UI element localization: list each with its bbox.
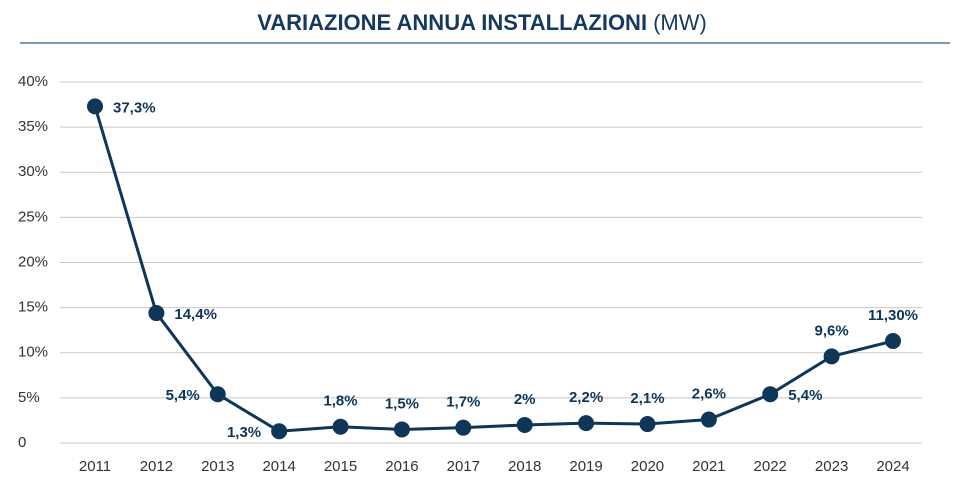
x-tick-label: 2020: [631, 458, 664, 475]
value-label: 5,4%: [788, 387, 822, 404]
value-label: 1,8%: [323, 393, 357, 410]
point: [393, 421, 410, 438]
x-tick-label: 2013: [201, 458, 234, 475]
point: [148, 305, 165, 322]
value-label: 37,3%: [113, 99, 156, 116]
value-label: 2,6%: [692, 386, 726, 403]
x-tick-label: 2018: [508, 458, 541, 475]
value-label: 2,1%: [630, 390, 664, 407]
value-label: 1,7%: [446, 394, 480, 411]
x-tick-label: 2016: [385, 458, 418, 475]
y-tick-label: 10%: [18, 344, 48, 361]
point: [885, 333, 901, 350]
value-label: 11,30%: [868, 307, 918, 324]
point: [209, 386, 226, 403]
value-label: 5,4%: [166, 387, 200, 404]
chart-title: VARIAZIONE ANNUA INSTALLAZIONI: [257, 10, 647, 35]
point: [823, 348, 840, 365]
y-tick-label: 20%: [18, 253, 48, 270]
value-label: 2,2%: [569, 389, 603, 406]
x-tick-label: 2019: [569, 458, 602, 475]
point: [578, 415, 595, 432]
x-tick-label: 2012: [140, 458, 173, 475]
x-tick-label: 2015: [324, 458, 357, 475]
x-tick-label: 2023: [815, 458, 848, 475]
x-tick-label: 2011: [79, 458, 111, 475]
y-tick-label: 0: [18, 434, 26, 451]
point: [332, 418, 349, 435]
point: [700, 411, 717, 428]
chart-title-unit: (MW): [653, 10, 707, 35]
point: [639, 416, 656, 433]
y-tick-label: 5%: [18, 389, 40, 406]
x-tick-label: 2017: [447, 458, 480, 475]
value-label: 9,6%: [815, 322, 849, 339]
x-tick-label: 2014: [262, 458, 295, 475]
point: [516, 416, 533, 433]
point: [455, 419, 472, 436]
y-tick-label: 25%: [18, 208, 48, 225]
value-label: 2%: [514, 391, 536, 408]
line: [93, 105, 894, 433]
y-tick-label: 40%: [18, 73, 48, 90]
x-tick-label: 2024: [876, 458, 909, 475]
x-tick-label: 2021: [692, 458, 725, 475]
point: [87, 98, 103, 115]
value-label: 1,5%: [385, 395, 419, 412]
value-label: 1,3%: [227, 424, 261, 441]
point: [762, 386, 779, 403]
point: [271, 423, 288, 440]
y-tick-label: 30%: [18, 163, 48, 180]
y-tick-label: 15%: [18, 299, 48, 316]
value-label: 14,4%: [174, 306, 217, 323]
y-tick-label: 35%: [18, 118, 48, 135]
x-tick-label: 2022: [754, 458, 787, 475]
